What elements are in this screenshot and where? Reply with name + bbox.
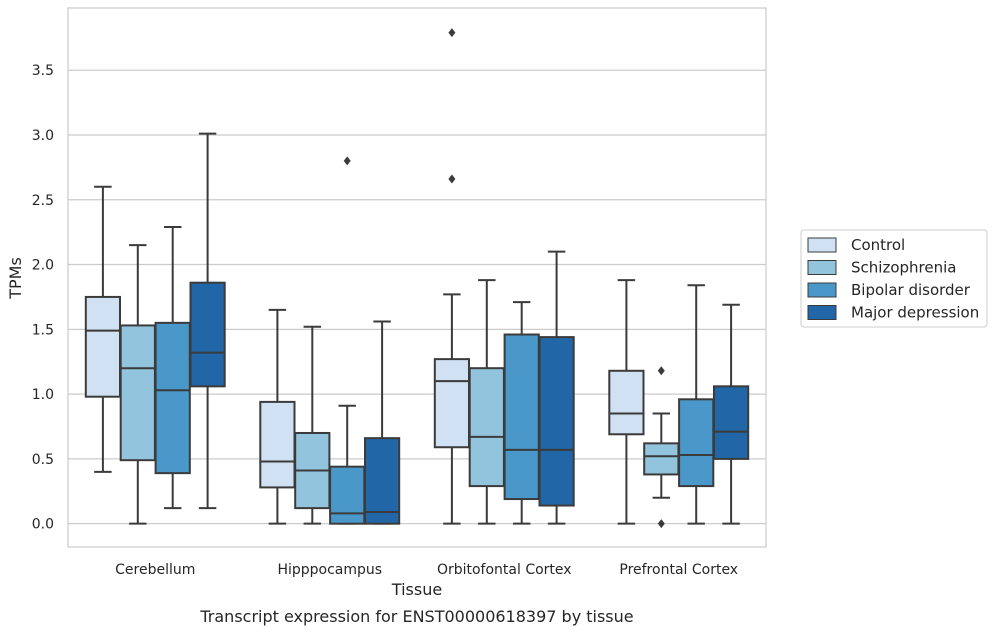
series-major-depression — [189, 132, 750, 525]
legend-label: Control — [851, 236, 905, 254]
y-tick-label: 3.5 — [32, 63, 54, 79]
x-tick-label: Cerebellum — [115, 562, 195, 578]
legend-swatch — [807, 260, 837, 275]
x-tick-label: Prefrontal Cortex — [619, 562, 738, 578]
box-plot — [329, 156, 366, 525]
box — [329, 465, 366, 525]
box-plot — [189, 132, 226, 510]
legend-swatch — [807, 282, 837, 298]
box — [154, 321, 191, 475]
legend-swatch — [807, 237, 837, 253]
box-plot — [712, 303, 750, 525]
box-plot — [259, 308, 296, 525]
y-tick-label: 2.0 — [32, 258, 54, 274]
outlier-point — [343, 156, 351, 166]
outlier-point — [448, 174, 456, 184]
x-tick-label: Orbitofontal Cortex — [437, 562, 572, 578]
legend: Control Schizophrenia Bipolar disorder Majo… — [800, 229, 988, 328]
box-plot — [608, 279, 645, 525]
box — [608, 369, 645, 436]
legend-label: Major depression — [851, 304, 979, 322]
series-schizophrenia — [119, 244, 680, 529]
box-plot — [468, 279, 505, 525]
y-tick-label: 1.0 — [32, 387, 54, 403]
box — [678, 398, 715, 488]
x-tick-label: Hipppocampus — [277, 562, 382, 578]
box — [433, 358, 471, 449]
series-control — [84, 28, 645, 525]
box — [119, 324, 156, 462]
series-bipolar-disorder — [154, 156, 715, 525]
box — [189, 281, 226, 388]
box-plot — [363, 320, 401, 525]
y-tick-label: 0.0 — [32, 517, 54, 533]
box-plot — [503, 301, 540, 525]
y-tick-label: 2.5 — [32, 193, 54, 209]
box — [503, 333, 540, 501]
box — [468, 367, 505, 488]
outlier-point — [448, 28, 456, 38]
y-tick-label: 3.0 — [32, 128, 54, 144]
box — [363, 437, 401, 525]
legend-swatch — [807, 305, 837, 320]
x-axis-label: Tissue — [391, 580, 442, 599]
box — [259, 400, 296, 489]
outlier-point — [657, 519, 665, 529]
box-plot — [433, 28, 471, 525]
box — [538, 336, 575, 507]
legend-label: Bipolar disorder — [851, 281, 971, 299]
chart-caption: Transcript expression for ENST0000061839… — [199, 607, 633, 626]
box-plot — [84, 185, 122, 473]
x-axis-ticks: Cerebellum Hipppocampus Orbitofontal Corte… — [115, 562, 738, 578]
box-plot — [154, 225, 191, 510]
box-plot — [643, 366, 680, 529]
legend-label: Schizophrenia — [851, 259, 956, 277]
plot-area-frame — [67, 7, 767, 548]
box-plot — [119, 244, 156, 525]
outlier-point — [657, 366, 665, 376]
box-plot — [678, 284, 715, 525]
box-series-group — [84, 28, 750, 529]
box — [643, 442, 680, 476]
y-tick-label: 1.5 — [32, 322, 54, 338]
box — [84, 295, 122, 398]
y-axis-label: TPMs — [6, 257, 25, 300]
box-plot — [294, 325, 331, 525]
box — [712, 385, 750, 460]
legend-frame — [800, 229, 988, 328]
y-tick-label: 0.5 — [32, 452, 54, 468]
box-plot — [538, 250, 575, 525]
y-axis-ticks: 0.0 0.5 1.0 1.5 2.0 2.5 3.0 3.5 — [32, 63, 54, 532]
